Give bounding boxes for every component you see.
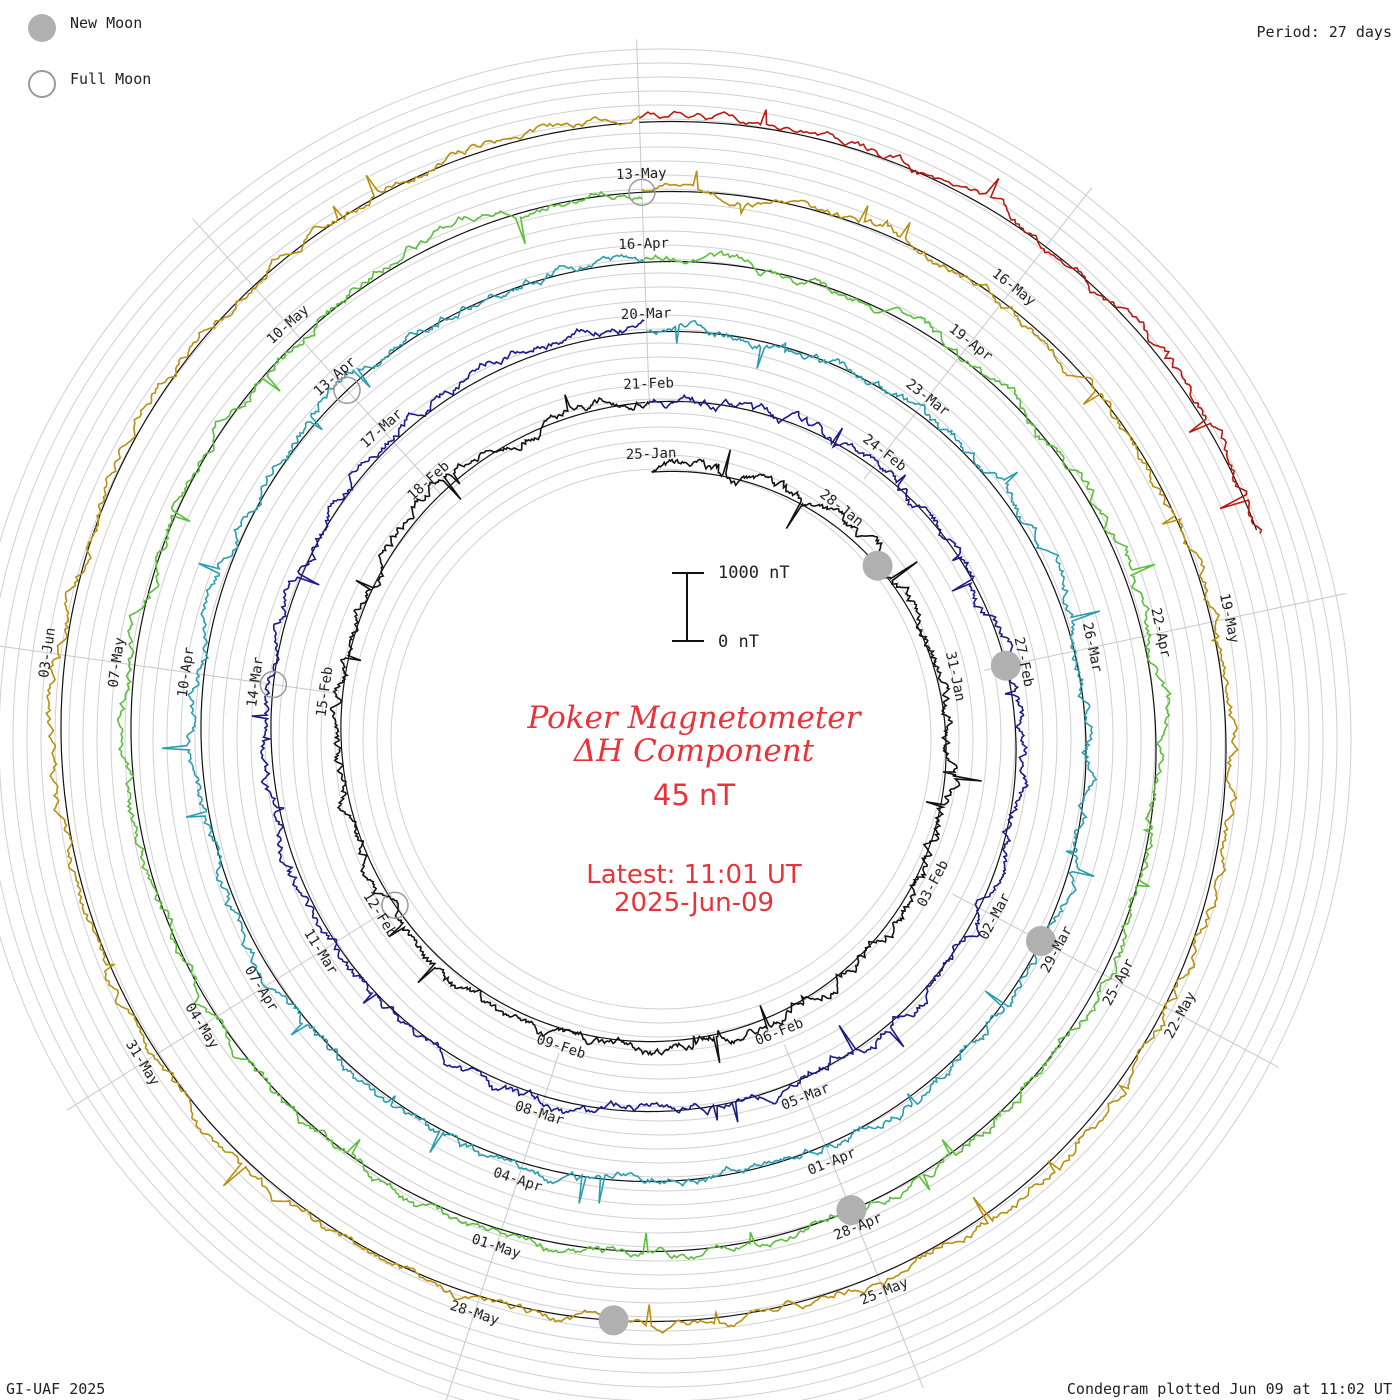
full-moon-icon xyxy=(28,70,56,98)
scale-bottom-label: 0 nT xyxy=(718,632,759,652)
new-moon-marker xyxy=(836,1195,867,1226)
period-label: Period: 27 days xyxy=(1256,23,1392,41)
grid-ring xyxy=(278,356,1044,1122)
series-line-6 xyxy=(638,109,1263,534)
grid-ring xyxy=(96,174,1226,1304)
day-spoke xyxy=(952,893,1280,1069)
day-spoke xyxy=(983,592,1346,671)
latest-date: 2025-Jun-09 xyxy=(613,888,775,918)
date-label: 10-Apr xyxy=(175,646,198,698)
current-value: 45 nT xyxy=(652,778,736,812)
series-line-4 xyxy=(116,190,1172,1260)
scale-bar xyxy=(672,572,704,642)
date-label: 31-Jan xyxy=(942,650,968,703)
baseline-spiral xyxy=(130,191,1157,1253)
day-spoke xyxy=(67,913,382,1111)
date-label: 21-Feb xyxy=(623,375,674,393)
grid-ring xyxy=(124,202,1198,1276)
date-label: 07-Apr xyxy=(241,963,281,1014)
baseline-spiral xyxy=(639,120,1258,531)
date-label: 11-Mar xyxy=(300,926,340,977)
grid-ring xyxy=(236,314,1086,1164)
day-spoke xyxy=(445,1052,560,1400)
new-moon-marker xyxy=(1025,926,1056,957)
new-moon-marker xyxy=(990,650,1021,681)
date-label: 07-May xyxy=(105,636,128,688)
series-line-5 xyxy=(45,114,1239,1334)
date-label: 25-Apr xyxy=(1100,956,1138,1008)
baseline-spiral xyxy=(60,122,1227,1323)
grid-ring xyxy=(0,76,1324,1400)
grid-ring xyxy=(362,440,960,1038)
grid-ring xyxy=(222,300,1100,1178)
date-label: 04-May xyxy=(181,1000,221,1051)
series-group xyxy=(45,109,1263,1334)
chart-subtitle: ΔH Component xyxy=(573,733,815,769)
grid-ring xyxy=(208,286,1114,1192)
series-line-2 xyxy=(251,319,1029,1123)
footer-plot-time: Condegram plotted Jun 09 at 11:02 UT xyxy=(1066,1380,1392,1398)
scale-top-label: 1000 nT xyxy=(718,563,790,583)
grid-ring xyxy=(54,132,1268,1346)
moon-markers xyxy=(259,178,1056,1336)
day-spoke xyxy=(863,187,1093,480)
grid-ring xyxy=(306,384,1016,1094)
grid-ring xyxy=(0,48,1352,1400)
grid-ring xyxy=(40,118,1282,1360)
date-label: 19-May xyxy=(1216,592,1242,645)
day-spoke xyxy=(636,39,650,410)
full-moon-marker xyxy=(381,891,409,919)
grid-ring xyxy=(250,328,1072,1150)
date-label: 22-May xyxy=(1162,989,1200,1041)
full-moon-marker xyxy=(333,376,361,405)
grid-rings xyxy=(0,48,1352,1400)
new-moon-icon xyxy=(28,14,56,42)
date-label: 26-Mar xyxy=(1079,621,1105,674)
grid-ring xyxy=(292,370,1030,1108)
grid-ring xyxy=(110,188,1212,1290)
grid-ring xyxy=(348,426,974,1052)
footer-credit: GI-UAF 2025 xyxy=(6,1380,106,1398)
grid-ring xyxy=(320,398,1002,1080)
grid-ring xyxy=(194,272,1128,1206)
full-moon-marker xyxy=(259,670,288,699)
date-label: 15-Feb xyxy=(313,666,336,718)
grid-ring xyxy=(26,104,1296,1374)
new-moon-marker xyxy=(862,550,893,581)
grid-ring xyxy=(166,244,1156,1234)
date-label: 22-Apr xyxy=(1147,606,1173,659)
day-spoke xyxy=(192,218,441,495)
grid-ring xyxy=(390,468,932,1010)
legend-full-moon-label: Full Moon xyxy=(70,70,152,88)
series-line-3 xyxy=(161,253,1101,1204)
latest-time: Latest: 11:01 UT xyxy=(586,860,802,890)
date-label: 10-May xyxy=(264,302,312,348)
legend-new-moon-label: New Moon xyxy=(70,14,143,32)
day-spokes xyxy=(0,39,1346,1400)
new-moon-marker xyxy=(598,1305,629,1336)
date-label: 14-Mar xyxy=(244,656,267,708)
grid-ring xyxy=(264,342,1058,1136)
grid-ring xyxy=(12,90,1310,1388)
date-label: 20-Mar xyxy=(621,305,672,323)
full-moon-marker xyxy=(628,178,656,207)
series-line-1 xyxy=(329,394,982,1064)
grid-ring xyxy=(82,160,1240,1318)
date-label: 31-May xyxy=(122,1037,162,1088)
baseline-spiral xyxy=(340,401,947,1043)
grid-ring xyxy=(138,216,1184,1262)
grid-ring xyxy=(0,62,1338,1400)
chart-title: Poker Magnetometer xyxy=(527,700,861,736)
date-label: 16-Apr xyxy=(618,235,669,253)
date-label: 13-May xyxy=(616,165,667,183)
grid-ring xyxy=(334,412,988,1066)
date-labels: 25-Jan28-Jan31-Jan03-Feb06-Feb09-Feb12-F… xyxy=(36,165,1242,1328)
date-label: 03-Jun xyxy=(36,627,59,679)
date-label: 25-Jan xyxy=(626,445,677,463)
